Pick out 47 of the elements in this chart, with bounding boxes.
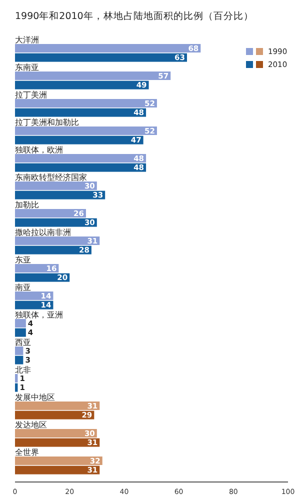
y-tick-label: 西亚 (15, 338, 31, 347)
y-tick-label: 拉丁美洲和加勒比 (15, 118, 79, 127)
bar (15, 80, 149, 90)
bar (15, 209, 86, 218)
bar (15, 346, 24, 355)
bar (15, 182, 97, 190)
y-tick-label: 发展中地区 (15, 393, 55, 402)
y-tick-label: 大洋洲 (15, 36, 39, 44)
y-tick-label: 独联体，欧洲 (15, 146, 63, 154)
y-tick-label: 东南亚 (15, 63, 39, 72)
bar (15, 383, 18, 392)
y-tick-label: 撒哈拉以南非洲 (15, 228, 71, 237)
bar (15, 72, 171, 80)
y-tick-label: 发达地区 (15, 420, 47, 430)
bar (15, 99, 157, 108)
bar (15, 264, 59, 272)
bar (15, 328, 26, 337)
bar (15, 402, 100, 410)
bar (15, 456, 102, 465)
bar (15, 163, 146, 172)
y-tick-label: 全世界 (15, 448, 39, 457)
bar (15, 374, 18, 382)
bar (15, 218, 97, 227)
chart-title: 1990年和2010年，林地占陆地面积的比例（百分比） (15, 10, 254, 22)
y-tick-label: 加勒比 (15, 200, 39, 210)
bar (15, 356, 24, 364)
y-tick-label: 独联体，亚洲 (15, 310, 63, 320)
bar (15, 429, 97, 438)
bar (15, 126, 157, 135)
bar (15, 136, 144, 144)
y-tick-label: 拉丁美洲 (15, 90, 47, 100)
y-tick-label: 北非 (15, 366, 31, 374)
bar (15, 466, 100, 474)
bar (15, 319, 26, 328)
bar (15, 108, 146, 117)
bar (15, 154, 146, 162)
bar (15, 438, 100, 447)
bar (15, 273, 70, 282)
y-tick-label: 东南欧转型经济国家 (15, 173, 87, 182)
bar (15, 44, 201, 52)
bar (15, 246, 92, 254)
bar (15, 410, 94, 420)
bar (15, 190, 106, 200)
y-tick-label: 南亚 (15, 283, 31, 292)
bar (15, 236, 100, 245)
bar (15, 53, 187, 62)
y-tick-label: 东亚 (15, 256, 31, 264)
